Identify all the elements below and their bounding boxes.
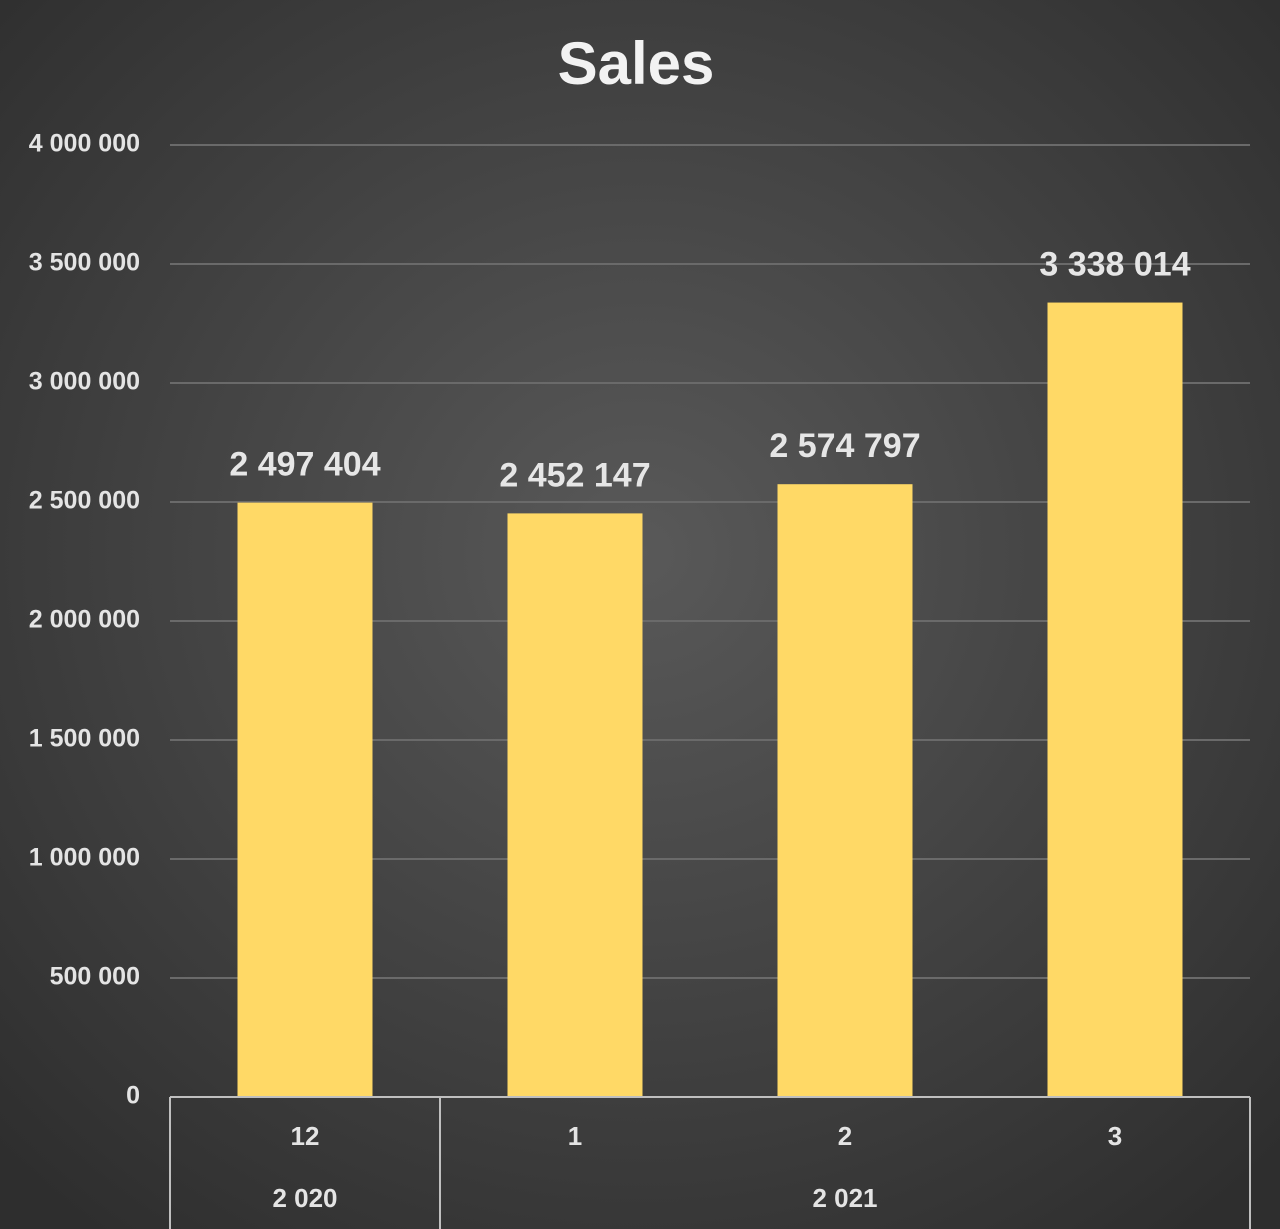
bar: [507, 513, 643, 1097]
y-tick-label: 4 000 000: [29, 130, 140, 158]
y-tick-label: 3 000 000: [29, 368, 140, 396]
data-label: 2 452 147: [499, 456, 650, 494]
group-label: 2 020: [272, 1183, 337, 1213]
bar: [777, 484, 913, 1097]
bar: [237, 502, 373, 1097]
y-tick-label: 1 000 000: [29, 844, 140, 872]
y-tick-label: 0: [126, 1082, 140, 1110]
y-tick-label: 1 500 000: [29, 725, 140, 753]
x-tick-label: 3: [1108, 1121, 1122, 1151]
bar: [1047, 302, 1183, 1097]
data-label: 2 574 797: [769, 427, 920, 465]
data-label: 3 338 014: [1039, 246, 1190, 284]
y-tick-label: 2 000 000: [29, 606, 140, 634]
group-label: 2 021: [812, 1183, 877, 1213]
x-tick-label: 2: [838, 1121, 852, 1151]
y-tick-label: 500 000: [50, 963, 140, 991]
x-tick-label: 1: [568, 1121, 582, 1151]
chart-title: Sales: [558, 30, 715, 97]
y-tick-label: 2 500 000: [29, 487, 140, 515]
x-tick-label: 12: [291, 1121, 320, 1151]
y-tick-label: 3 500 000: [29, 249, 140, 277]
data-label: 2 497 404: [229, 446, 380, 484]
